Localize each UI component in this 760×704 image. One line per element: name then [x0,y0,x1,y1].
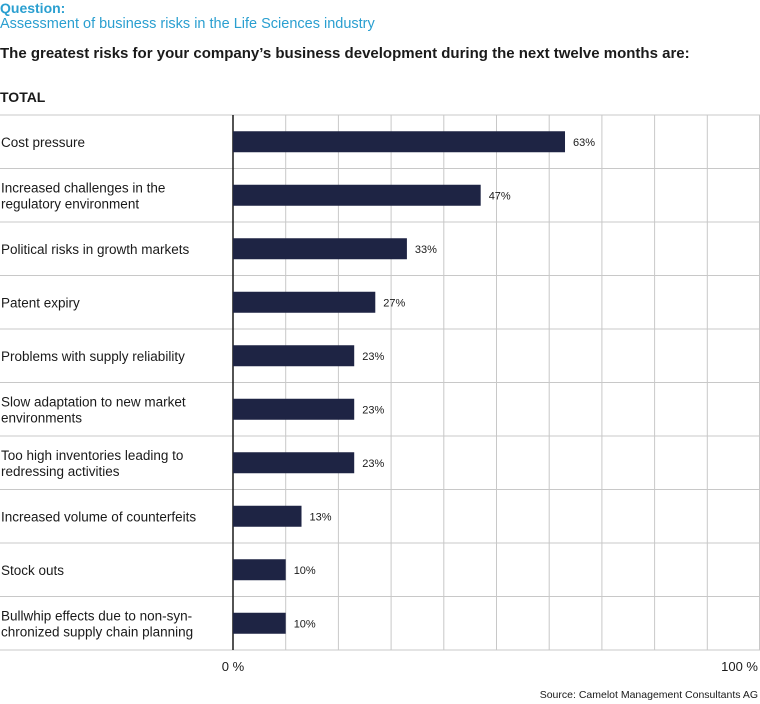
category-label: Slow adaptation to new market [1,394,186,409]
value-label: 10% [294,618,316,630]
source-note: Source: Camelot Management Consultants A… [539,689,758,701]
value-label: 23% [362,351,384,363]
value-label: 63% [573,137,595,149]
question-text: Assessment of business risks in the Life… [0,16,375,32]
bar [233,238,407,260]
bar [233,612,286,634]
chart-subtitle: The greatest risks for your company’s bu… [0,45,690,62]
value-label: 33% [415,244,437,256]
category-label: Patent expiry [1,295,80,310]
group-label: TOTAL [0,89,46,105]
category-label: chronized supply chain planning [1,624,193,639]
x-tick-label: 0 % [222,659,245,674]
category-label: Problems with supply reliability [1,349,185,364]
bar [233,345,355,367]
category-label: Increased volume of counterfeits [1,509,196,524]
question-label: Question: [0,0,66,16]
category-label: redressing activities [1,464,120,479]
x-tick-label: 100 % [721,659,758,674]
bar [233,452,355,474]
category-label: Increased challenges in the [1,180,165,195]
category-label: Cost pressure [1,135,85,150]
bar [233,131,566,153]
value-label: 13% [310,511,332,523]
bar [233,398,355,420]
category-label: environments [1,410,82,425]
bar [233,559,286,581]
category-label: regulatory environment [1,196,139,211]
bar [233,505,302,527]
value-label: 27% [383,297,405,309]
category-label: Stock outs [1,563,64,578]
bar [233,184,481,206]
value-label: 23% [362,404,384,416]
value-label: 23% [362,458,384,470]
bar [233,291,376,313]
value-label: 10% [294,565,316,577]
category-label: Bullwhip effects due to non-syn- [1,608,192,623]
value-label: 47% [489,190,511,202]
category-label: Political risks in growth markets [1,242,190,257]
category-label: Too high inventories leading to [1,448,183,463]
